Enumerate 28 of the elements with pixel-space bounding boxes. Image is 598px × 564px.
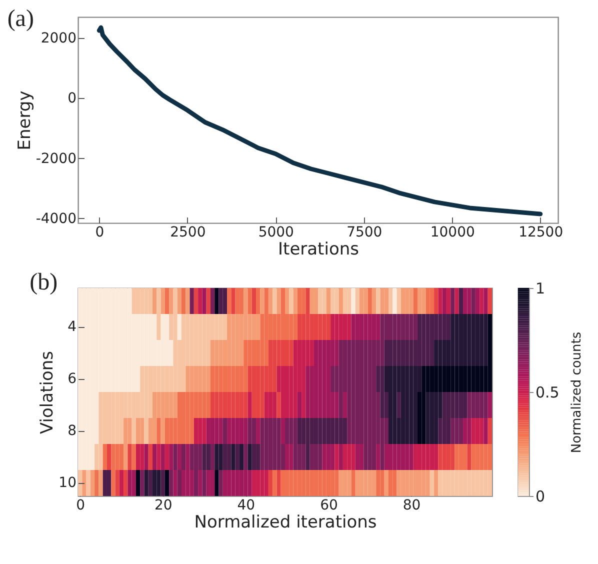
- y-tick-label: -4000: [36, 210, 76, 227]
- y-tick-label: 6: [68, 371, 77, 387]
- x-axis-title: Normalized iterations: [194, 512, 377, 532]
- y-tick-label: 4: [68, 319, 77, 335]
- x-tick-label: 2500: [170, 224, 206, 240]
- x-axis-title: Iterations: [278, 240, 360, 260]
- color-bar-title: Normalized counts: [569, 332, 584, 454]
- color-bar-label: 1: [536, 280, 546, 298]
- x-tick-label: 60: [320, 498, 338, 514]
- chart-title: (b): [30, 269, 58, 296]
- y-tick-label: 0: [68, 90, 76, 107]
- x-tick-label: 40: [237, 498, 256, 514]
- y-tick-label: 2000: [40, 30, 76, 47]
- y-axis-title: Violations: [38, 350, 58, 434]
- y-axis-title: Energy: [14, 90, 35, 150]
- y-tick-label: 10: [58, 475, 76, 491]
- y-tick-label: -2000: [36, 150, 76, 167]
- line-series: [96, 25, 543, 216]
- color-bar-label: 0.5: [536, 384, 560, 402]
- y-tick-label: 8: [68, 423, 76, 439]
- x-tick-label: 80: [402, 498, 421, 514]
- x-tick-label: 5000: [258, 224, 294, 240]
- x-tick-label: 10000: [430, 224, 475, 240]
- x-tick-label: 12500: [518, 224, 564, 240]
- x-tick-label: 0: [95, 224, 104, 240]
- x-tick-label: 7500: [346, 224, 382, 240]
- x-tick-label: 20: [154, 498, 172, 514]
- chart-title: (a): [7, 6, 34, 32]
